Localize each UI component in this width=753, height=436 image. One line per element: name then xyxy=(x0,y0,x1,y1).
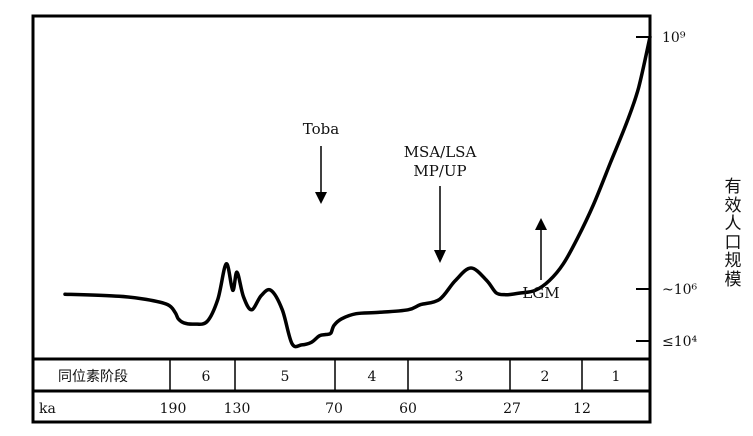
y-tick-label-1e9: 10⁹ xyxy=(662,30,686,46)
stage-label-4: 4 xyxy=(368,369,377,385)
y-axis-label-char: 模 xyxy=(724,269,742,290)
y-axis-label-char: 有 xyxy=(724,177,742,197)
plot-frame xyxy=(31,14,652,424)
annotation-lgm-arrowhead xyxy=(535,218,547,230)
population-series-line xyxy=(63,35,652,349)
ka-tick-27: 27 xyxy=(503,401,521,417)
annotation-mp-up: MP/UP xyxy=(413,162,466,180)
stage-label-2: 2 xyxy=(541,369,550,385)
y-axis-label-char: 口 xyxy=(724,232,742,253)
stage-label-1: 1 xyxy=(612,369,621,385)
y-tick-label-1e6: ~10⁶ xyxy=(662,282,698,298)
y-axis-label-char: 效 xyxy=(724,195,742,216)
stage-label-6: 6 xyxy=(202,369,211,385)
ka-tick-12: 12 xyxy=(573,401,591,417)
ka-tick-190: 190 xyxy=(160,401,187,417)
annotation-msa-lsa: MSA/LSA xyxy=(404,143,477,161)
isotope-stage-label: 同位素阶段 xyxy=(58,369,128,385)
ka-tick-70: 70 xyxy=(325,401,343,417)
stage-label-3: 3 xyxy=(455,369,464,385)
ka-tick-60: 60 xyxy=(399,401,417,417)
annotation-lgm: LGM xyxy=(522,284,559,302)
ka-axis-label: ka xyxy=(39,401,56,417)
stage-label-5: 5 xyxy=(281,369,290,385)
annotation-toba: Toba xyxy=(303,120,339,138)
annotation-msa-arrowhead xyxy=(434,250,446,263)
y-axis-label-char: 人 xyxy=(724,214,742,234)
y-axis-label: 有效人口规模 xyxy=(721,178,745,289)
y-axis-label-char: 规 xyxy=(724,251,742,271)
y-tick-label-1e4: ≤10⁴ xyxy=(662,334,698,350)
ka-tick-130: 130 xyxy=(224,401,251,417)
y-axis-label-text: 有效人口规模 xyxy=(721,178,745,289)
annotation-toba-arrowhead xyxy=(315,192,327,204)
